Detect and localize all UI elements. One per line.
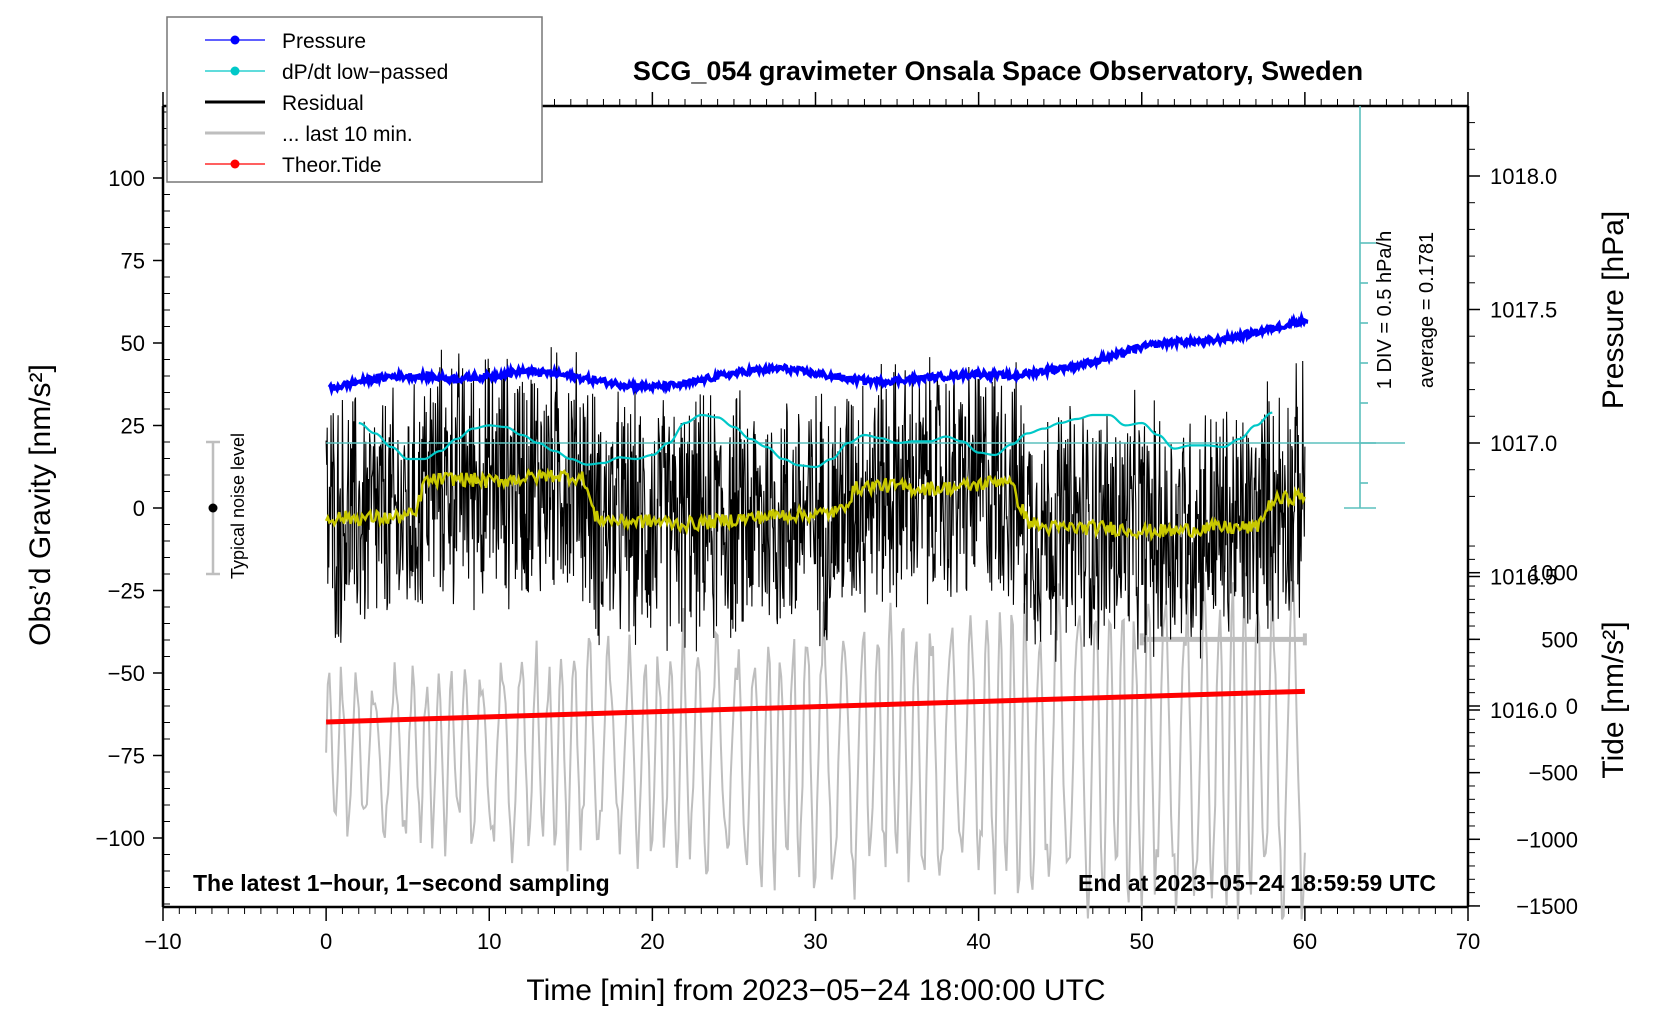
- dpdt-average-label: average = 0.1781: [1416, 232, 1438, 388]
- legend-item: ... last 10 min.: [205, 123, 413, 146]
- y-tide-tick-label: −1000: [1516, 827, 1578, 852]
- dpdt-scale-label: 1 DIV = 0.5 hPa/h: [1374, 231, 1396, 389]
- legend: Pressure dP/dt low−passed Residual ... last…: [166, 16, 543, 183]
- legend-item: Residual: [205, 92, 364, 115]
- x-tick-label: 50: [1130, 929, 1154, 954]
- y-tide-tick-label: 1000: [1529, 561, 1578, 586]
- traces: [206, 106, 1405, 920]
- y-pressure-tick-label: 1018.0: [1490, 164, 1557, 189]
- noise-bar-center-dot: [208, 503, 218, 513]
- residual-lowpass-trace: [324, 467, 1307, 542]
- y-pressure-tick-label: 1016.5: [1490, 565, 1557, 590]
- y-tide-tick-label: −1500: [1516, 894, 1578, 919]
- legend-label: ... last 10 min.: [282, 123, 413, 146]
- y-axis-tide-title: Tide [nm/s²]: [1597, 621, 1630, 778]
- noise-level-label: Typical noise level: [228, 433, 248, 579]
- x-tick-label: 30: [803, 929, 827, 954]
- y-tide-tick-label: 500: [1541, 627, 1578, 652]
- y-tide-tick-label: 0: [1566, 694, 1578, 719]
- y-left-tick-label: 75: [121, 249, 145, 274]
- dpdt-trace: [358, 411, 1273, 469]
- residual-trace: [325, 347, 1306, 662]
- y-left-tick-label: 25: [121, 414, 145, 439]
- y-left-tick-label: −25: [108, 579, 145, 604]
- legend-swatch-marker: [230, 159, 240, 169]
- x-axis-title: Time [min] from 2023−05−24 18:00:00 UTC: [526, 974, 1105, 1007]
- bottom-right-note: End at 2023−05−24 18:59:59 UTC: [1078, 870, 1436, 896]
- legend-box: [166, 16, 543, 183]
- y-pressure-tick-label: 1017.0: [1490, 431, 1557, 456]
- y-left-tick-label: 0: [133, 496, 145, 521]
- x-tick-label: 20: [640, 929, 664, 954]
- x-tick-label: 0: [320, 929, 332, 954]
- y-left-tick-label: −50: [108, 661, 145, 686]
- legend-label: Pressure: [282, 30, 366, 53]
- x-tick-label: 10: [477, 929, 501, 954]
- legend-swatch-marker: [230, 66, 240, 76]
- y-left-tick-label: −100: [95, 826, 145, 851]
- x-tick-label: 60: [1293, 929, 1317, 954]
- legend-swatch-marker: [230, 35, 240, 45]
- tide-trace: [326, 688, 1305, 725]
- y-tide-tick-label: −500: [1528, 761, 1578, 786]
- legend-label: Residual: [282, 92, 364, 115]
- pressure-trace: [327, 310, 1309, 397]
- legend-label: dP/dt low−passed: [282, 61, 448, 84]
- legend-item: Pressure: [205, 30, 366, 53]
- y-left-tick-label: 50: [121, 331, 145, 356]
- y-axis-left-title: Obs’d Gravity [nm/s²]: [24, 364, 57, 646]
- x-tick-label: 70: [1456, 929, 1480, 954]
- x-tick-label: −10: [144, 929, 181, 954]
- legend-label: Theor.Tide: [282, 154, 382, 177]
- axes: −10 0 10 20 30 40 50 60 701007550250−25−50−75−10…: [95, 92, 1578, 954]
- x-tick-label: 40: [966, 929, 990, 954]
- y-left-tick-label: 100: [108, 166, 145, 191]
- y-axis-pressure-title: Pressure [hPa]: [1597, 211, 1630, 409]
- y-pressure-tick-label: 1016.0: [1490, 698, 1557, 723]
- chart-title: SCG_054 gravimeter Onsala Space Observat…: [633, 56, 1363, 86]
- y-left-tick-label: −75: [108, 744, 145, 769]
- bottom-left-note: The latest 1−hour, 1−second sampling: [193, 870, 610, 896]
- legend-item: Theor.Tide: [205, 154, 382, 177]
- legend-item: dP/dt low−passed: [205, 61, 448, 84]
- y-pressure-tick-label: 1017.5: [1490, 298, 1557, 323]
